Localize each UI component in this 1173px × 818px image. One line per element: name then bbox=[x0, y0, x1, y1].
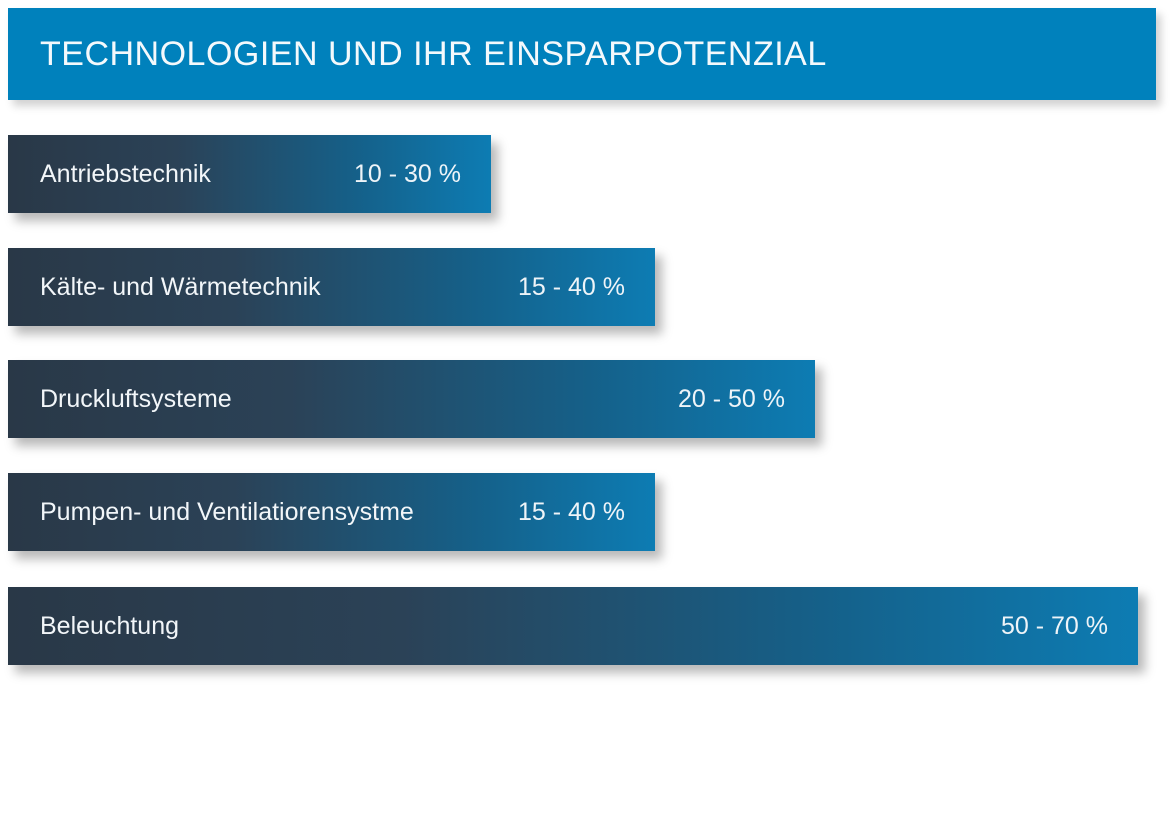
bar-druckluftsysteme: Druckluftsysteme 20 - 50 % bbox=[8, 360, 815, 438]
bar-label: Beleuchtung bbox=[40, 611, 180, 640]
bar-pumpen-und-ventilatorensysteme: Pumpen- und Ventilatiorensystme 15 - 40 … bbox=[8, 473, 655, 551]
bar-value: 15 - 40 % bbox=[517, 272, 625, 301]
bar-value: 10 - 30 % bbox=[353, 159, 461, 188]
bar-value: 20 - 50 % bbox=[677, 384, 785, 413]
bar-antriebstechnik: Antriebstechnik 10 - 30 % bbox=[8, 135, 491, 213]
bar-kaelte-und-waermetechnik: Kälte- und Wärmetechnik 15 - 40 % bbox=[8, 248, 655, 326]
bar-value: 15 - 40 % bbox=[517, 497, 625, 526]
bar-label: Kälte- und Wärmetechnik bbox=[40, 272, 321, 301]
bar-beleuchtung: Beleuchtung 50 - 70 % bbox=[8, 587, 1138, 665]
chart-title: TECHNOLOGIEN UND IHR EINSPARPOTENZIAL bbox=[40, 34, 827, 73]
chart-title-bar: TECHNOLOGIEN UND IHR EINSPARPOTENZIAL bbox=[8, 8, 1156, 100]
bar-value: 50 - 70 % bbox=[1000, 611, 1108, 640]
bar-label: Druckluftsysteme bbox=[40, 384, 232, 413]
bar-label: Pumpen- und Ventilatiorensystme bbox=[40, 497, 414, 526]
bar-label: Antriebstechnik bbox=[40, 159, 211, 188]
